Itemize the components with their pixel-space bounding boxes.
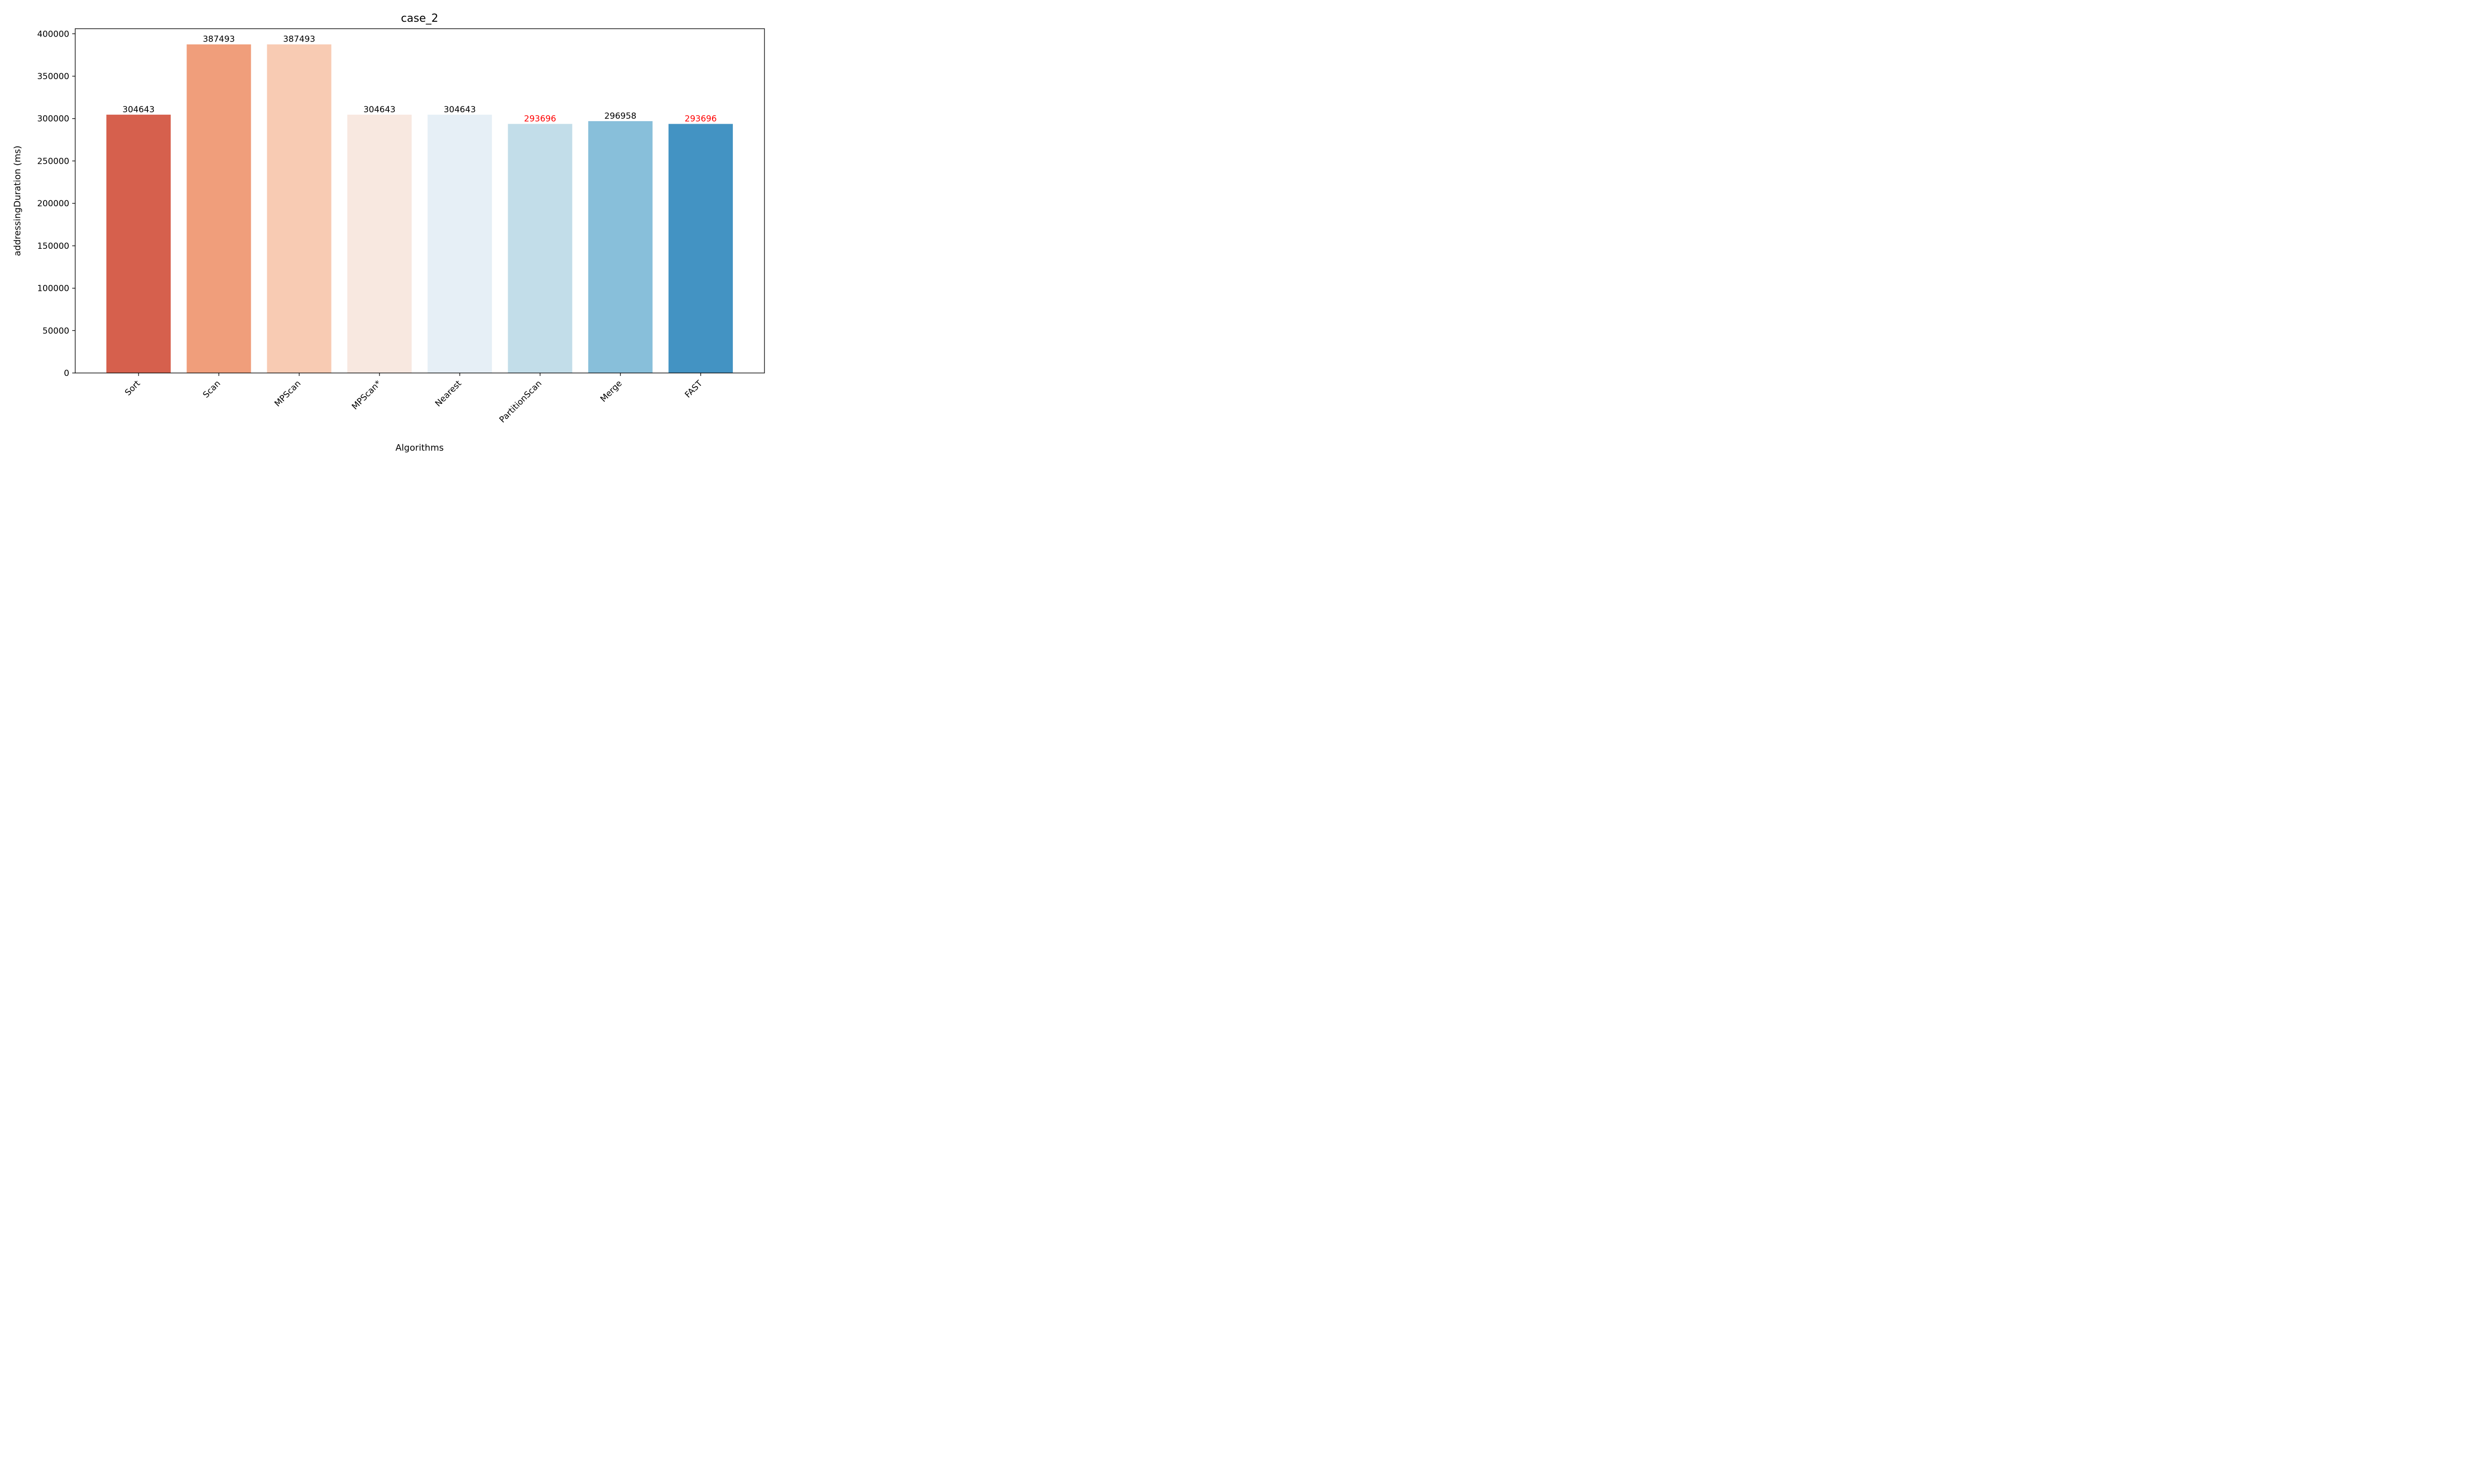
value-labels-group: 304643 387493 387493 304643 304643 293696 2969… (123, 35, 717, 124)
bars-group (106, 44, 733, 373)
bar-value-label: 293696 (685, 114, 717, 124)
bar-value-label: 304643 (123, 105, 155, 115)
y-axis: 0 50000 100000 150000 200000 250000 300000 3500… (37, 29, 75, 378)
y-tick-label: 400000 (37, 29, 69, 39)
bar-scan (187, 44, 251, 373)
plot-frame (75, 28, 765, 373)
y-tick-label: 100000 (37, 284, 69, 294)
x-axis-label: Algorithms (395, 443, 444, 453)
bar-value-label: 387493 (283, 35, 315, 45)
y-axis-label: addressingDuration (ms) (12, 145, 23, 256)
chart-title: case_2 (401, 12, 438, 25)
y-tick-label: 300000 (37, 114, 69, 124)
bar-value-label: 293696 (524, 114, 556, 124)
bar-mpscan (267, 44, 332, 373)
y-tick-label: 150000 (37, 241, 69, 251)
bar-value-label: 296958 (604, 111, 636, 121)
bar-fast (668, 124, 733, 373)
bar-nearest (428, 114, 492, 373)
bar-mpscan- (347, 114, 412, 373)
bar-chart: case_2 304643 387493 387493 304643 304643 293… (0, 0, 774, 464)
bar-sort (106, 114, 171, 373)
y-tick-label: 0 (64, 369, 69, 378)
bar-merge (588, 121, 653, 373)
y-tick-label: 200000 (37, 199, 69, 209)
y-tick-label: 250000 (37, 156, 69, 166)
bar-value-label: 387493 (203, 35, 235, 45)
y-tick-label: 350000 (37, 72, 69, 82)
y-tick-label: 50000 (43, 326, 69, 336)
bar-value-label: 304643 (363, 105, 395, 115)
bar-partitionscan (508, 124, 572, 373)
bar-value-label: 304643 (444, 105, 476, 115)
